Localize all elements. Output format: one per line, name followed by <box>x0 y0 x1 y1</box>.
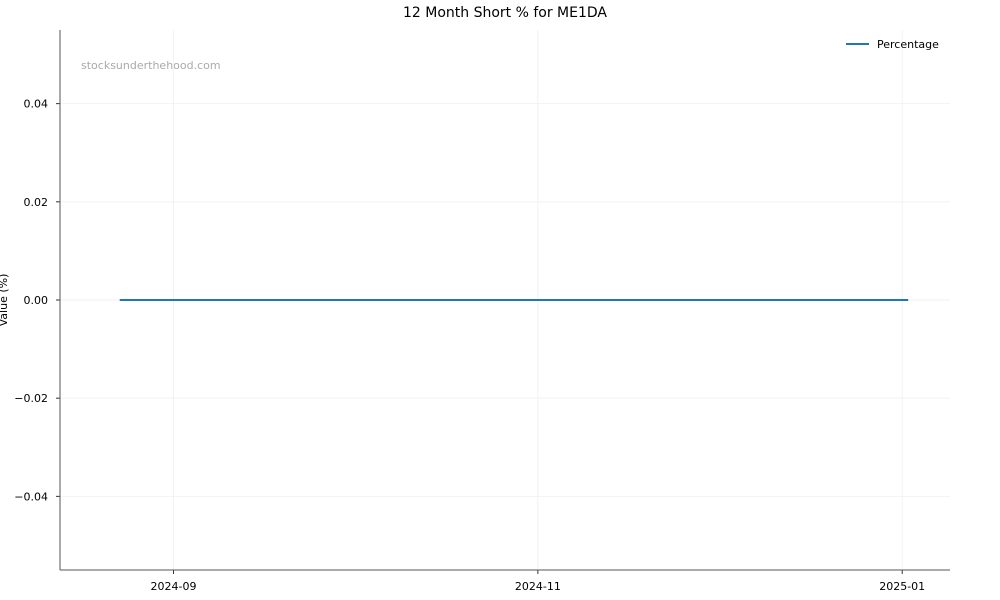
watermark: stocksunderthehood.com <box>81 59 221 72</box>
y-tick-label: 0.00 <box>24 294 49 307</box>
y-tick-label: 0.02 <box>24 196 49 209</box>
x-tick-label: 2024-11 <box>515 580 561 593</box>
y-tick-label: 0.04 <box>24 98 49 111</box>
chart-title: 12 Month Short % for ME1DA <box>403 5 607 21</box>
y-tick-label: −0.02 <box>14 392 48 405</box>
y-tick-label: −0.04 <box>14 490 48 503</box>
y-axis-label: Value (%) <box>0 274 10 327</box>
x-tick-label: 2025-01 <box>879 580 925 593</box>
x-tick-label: 2024-09 <box>151 580 197 593</box>
legend-label-percentage: Percentage <box>877 38 939 51</box>
legend: Percentage <box>846 38 939 51</box>
